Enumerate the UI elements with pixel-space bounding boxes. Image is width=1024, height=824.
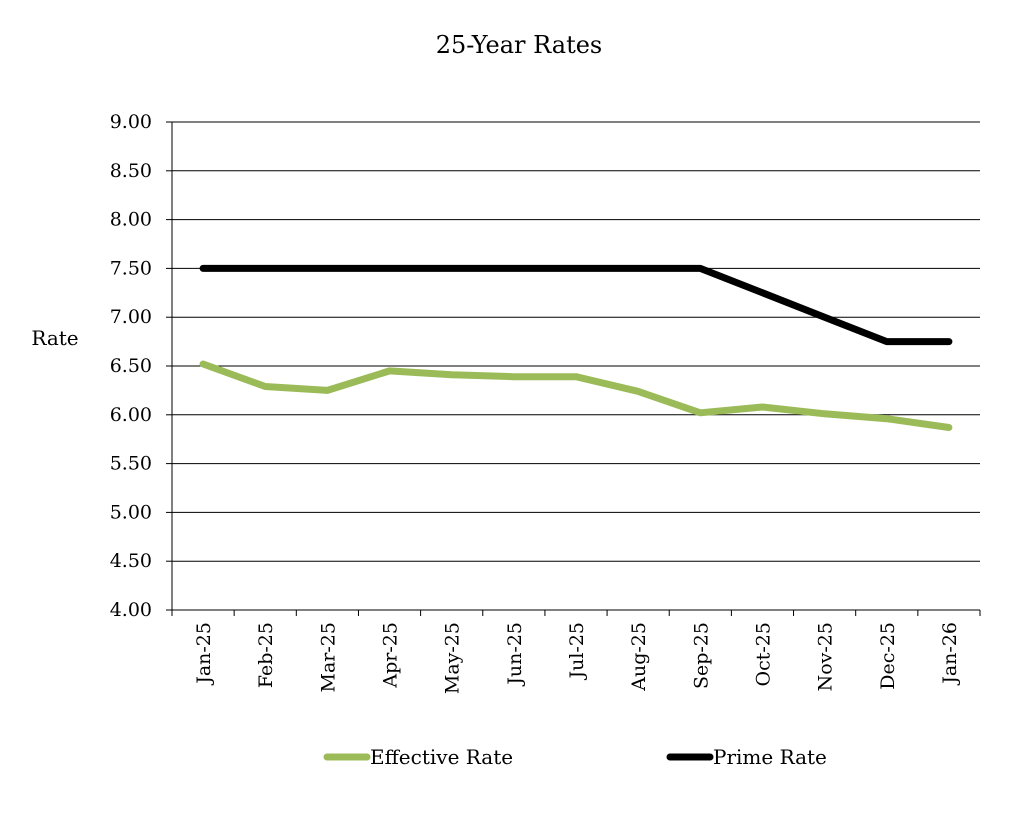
series-line-0: [199, 360, 953, 431]
y-tick-label: 5.50: [110, 453, 152, 475]
x-tick-label: Jul-25: [566, 622, 588, 681]
x-tick-label: Aug-25: [628, 622, 650, 692]
x-tick-label: Mar-25: [317, 622, 339, 692]
x-tick-labels: Jan-25 Feb-25 Mar-25 Apr-25 May-25 Jun-25 Jul-…: [193, 622, 961, 694]
x-tick-label: Feb-25: [255, 622, 277, 688]
y-tick-label: 7.00: [110, 306, 152, 328]
y-tick-labels: 4.00 4.50 5.00 5.50 6.00 6.50 7.00 7.50 8.00 8.50…: [110, 111, 152, 621]
y-axis-label: Rate: [31, 326, 78, 350]
x-tick-label: Jan-25: [193, 622, 215, 686]
x-tick-label: Jan-26: [939, 622, 961, 686]
axes: [166, 121, 981, 616]
y-tick-label: 8.00: [110, 209, 152, 231]
y-tick-label: 8.50: [110, 160, 152, 182]
series-line-1: [199, 264, 953, 346]
series-lines: [199, 264, 953, 431]
y-tick-label: 4.00: [110, 599, 152, 621]
x-tick-label: Jun-25: [504, 622, 526, 687]
legend: Effective Rate Prime Rate: [323, 745, 827, 769]
x-tick-label: Oct-25: [752, 622, 774, 686]
y-tick-label: 7.50: [110, 257, 152, 279]
x-tick-label: Apr-25: [380, 622, 402, 689]
y-tick-label: 6.50: [110, 355, 152, 377]
y-tick-label: 4.50: [110, 550, 152, 572]
x-tick-label: Dec-25: [877, 622, 899, 690]
legend-label: Effective Rate: [370, 745, 513, 769]
y-tick-label: 5.00: [110, 501, 152, 523]
y-tick-label: 9.00: [110, 111, 152, 133]
x-tick-label: May-25: [442, 622, 464, 694]
x-tick-label: Sep-25: [690, 622, 712, 689]
legend-label: Prime Rate: [713, 745, 827, 769]
grid-lines: [172, 121, 980, 562]
chart-title: 25-Year Rates: [436, 31, 602, 59]
y-tick-label: 6.00: [110, 404, 152, 426]
x-tick-label: Nov-25: [815, 622, 837, 691]
